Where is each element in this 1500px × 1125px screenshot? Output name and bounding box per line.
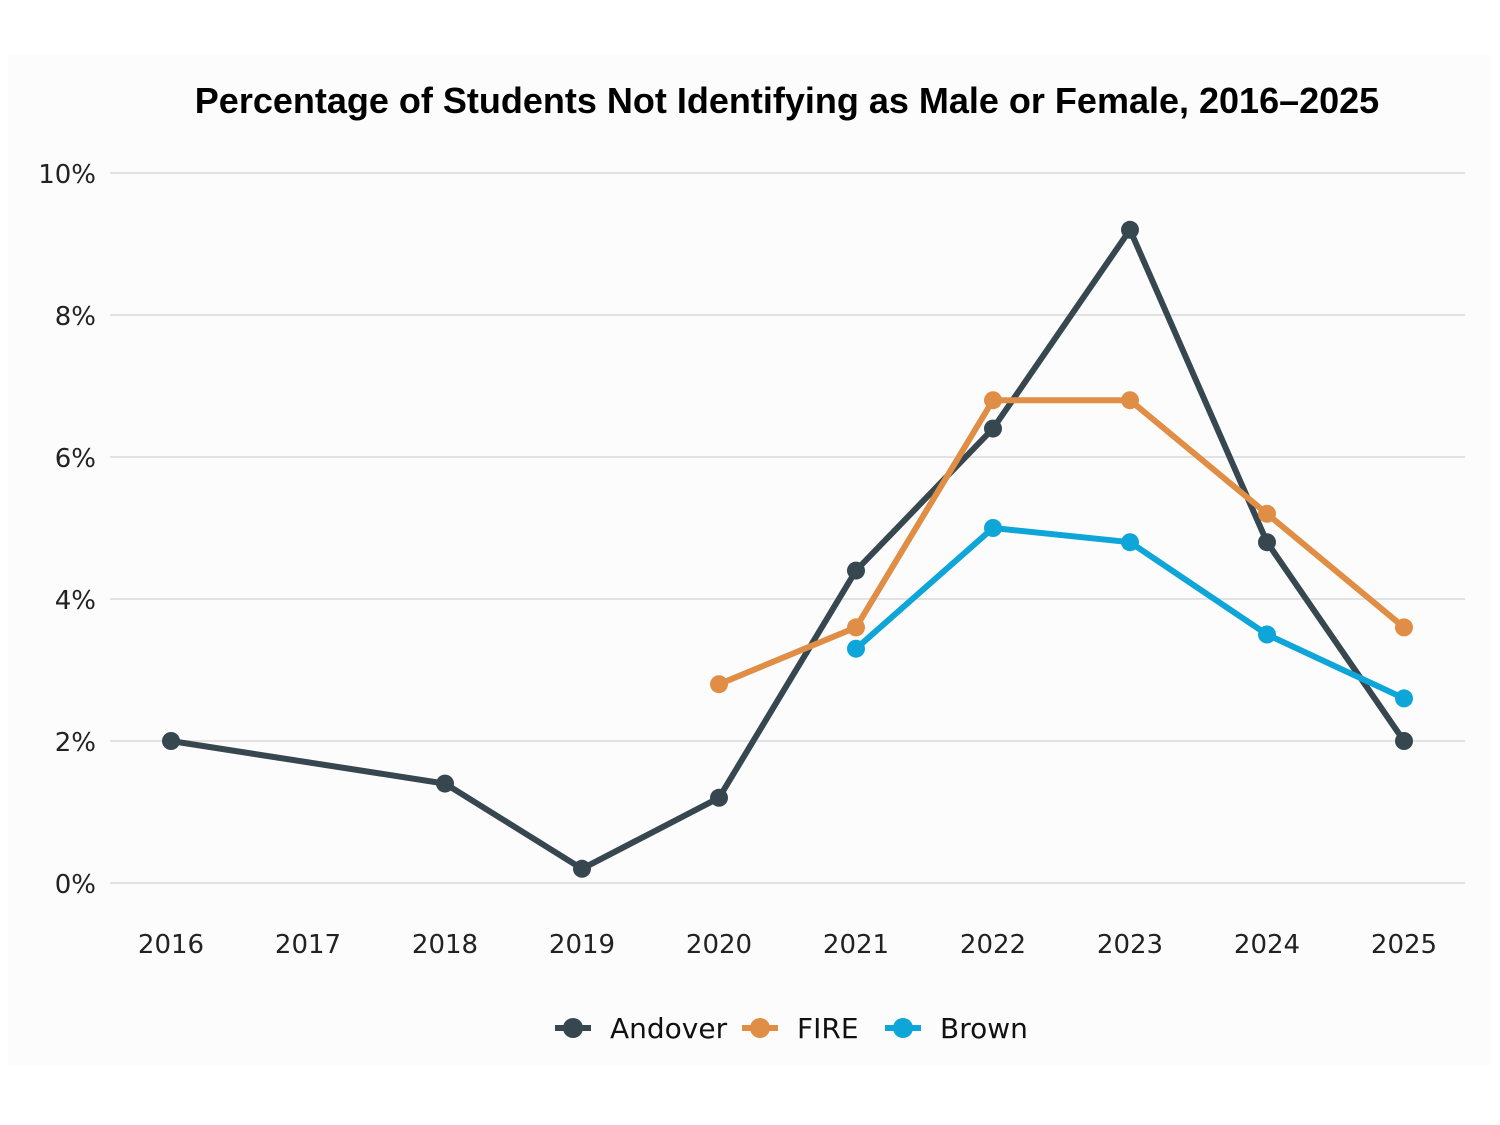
- data-point: [984, 419, 1002, 438]
- x-tick-label: 2023: [1097, 930, 1163, 960]
- legend-item-andover: Andover: [555, 1012, 728, 1045]
- data-point: [1121, 391, 1139, 410]
- data-point: [1395, 618, 1413, 637]
- data-point: [847, 561, 865, 580]
- data-point: [710, 788, 728, 807]
- y-tick-label: 8%: [55, 302, 96, 332]
- data-point: [573, 859, 591, 878]
- legend-label: Brown: [940, 1012, 1028, 1045]
- data-point: [162, 732, 180, 750]
- legend-marker: [893, 1018, 913, 1038]
- data-point: [710, 675, 728, 694]
- data-point: [847, 639, 865, 658]
- chart-title: Percentage of Students Not Identifying a…: [195, 80, 1379, 121]
- data-point: [847, 618, 865, 637]
- data-point: [984, 519, 1002, 537]
- y-tick-label: 4%: [55, 586, 96, 616]
- y-tick-label: 2%: [55, 728, 96, 758]
- data-point: [1395, 689, 1413, 708]
- x-tick-label: 2025: [1371, 930, 1437, 960]
- legend-label: Andover: [610, 1012, 728, 1045]
- series-andover: [162, 220, 1413, 878]
- legend-marker: [750, 1018, 770, 1038]
- series-fire: [710, 391, 1413, 694]
- x-tick-label: 2016: [138, 930, 204, 960]
- y-tick-label: 0%: [55, 870, 96, 900]
- series-line: [854, 525, 1406, 702]
- legend-item-fire: FIRE: [742, 1012, 859, 1045]
- y-tick-label: 10%: [38, 160, 96, 190]
- legend-label: FIRE: [797, 1012, 859, 1045]
- chart-background: [8, 55, 1492, 1065]
- x-tick-label: 2020: [686, 930, 752, 960]
- y-tick-label: 6%: [55, 444, 96, 474]
- data-point: [1395, 732, 1413, 750]
- series-line: [170, 226, 1407, 872]
- data-point: [1258, 504, 1276, 523]
- data-point: [1121, 220, 1139, 239]
- series-brown: [847, 519, 1413, 708]
- data-point: [1258, 533, 1276, 552]
- x-tick-label: 2024: [1234, 930, 1300, 960]
- data-point: [1121, 533, 1139, 552]
- data-point: [984, 391, 1002, 410]
- series-line: [717, 397, 1406, 687]
- data-point: [1258, 625, 1276, 644]
- legend-item-brown: Brown: [885, 1012, 1028, 1045]
- data-point: [436, 774, 454, 793]
- x-tick-label: 2021: [823, 930, 889, 960]
- legend-marker: [563, 1018, 583, 1038]
- x-tick-label: 2022: [960, 930, 1026, 960]
- x-tick-label: 2018: [412, 930, 478, 960]
- x-tick-label: 2019: [549, 930, 615, 960]
- x-tick-label: 2017: [275, 930, 341, 960]
